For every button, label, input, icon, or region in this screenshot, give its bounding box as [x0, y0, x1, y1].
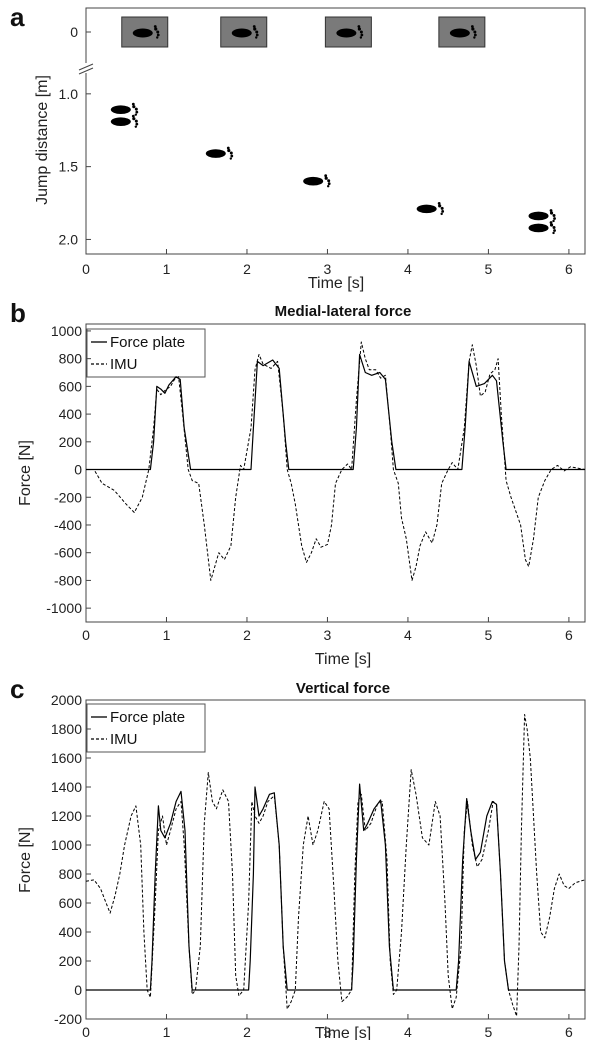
legend-box	[86, 328, 206, 378]
chart-b-xtick-label: 2	[243, 627, 251, 643]
chart-a-ytick-label: 1.5	[59, 159, 79, 175]
chart-b-xtick-label: 4	[404, 627, 412, 643]
chart-c-series-imu	[85, 714, 586, 1017]
chart-c-xlabel: Time [s]	[315, 1025, 371, 1040]
chart-b-series-imu	[86, 341, 586, 581]
chart-b-xtick-label: 3	[324, 627, 332, 643]
chart-a-ylabel: Jump distance [m]	[34, 75, 51, 205]
legend-label-force-plate: Force plate	[110, 709, 185, 726]
chart-b-legend: Force plate IMU	[86, 328, 206, 378]
chart-a-ytick-label: 1.0	[59, 86, 79, 102]
chart-c-frame	[85, 699, 586, 1020]
chart-b-ytick-label: 1000	[51, 323, 82, 339]
chart-b-title: Medial-lateral force	[275, 303, 412, 320]
chart-c-ytick-label: 1800	[51, 721, 82, 737]
chart-c-ytick-label: 1600	[51, 750, 82, 766]
chart-c-ytick-label: 1200	[51, 808, 82, 824]
chart-c-ytick-label: 600	[59, 895, 83, 911]
panel-label-a: a	[10, 2, 25, 32]
legend-label-force-plate: Force plate	[110, 334, 185, 351]
chart-b-xtick-label: 1	[163, 627, 171, 643]
legend-box	[86, 703, 206, 753]
chart-a-ytick-label: 0	[70, 24, 78, 40]
chart-b-xlabel: Time [s]	[315, 651, 371, 668]
double-footprint-icon	[111, 103, 138, 128]
chart-b-ytick-label: 800	[59, 351, 83, 367]
chart-a-xtick-label: 4	[404, 261, 412, 277]
chart-c-xtick-label: 4	[404, 1024, 412, 1040]
chart-c-ytick-label: -200	[54, 1011, 82, 1027]
chart-c-series-force-plate	[86, 783, 585, 991]
chart-b-ytick-label: 0	[74, 462, 82, 478]
double-footprint-icon	[529, 209, 556, 234]
chart-b-ytick-label: -800	[54, 572, 82, 588]
panel-label-b: b	[10, 298, 26, 328]
footprint-pair-icon	[220, 16, 268, 48]
chart-a-break-mark	[78, 63, 94, 71]
chart-b-ytick-label: -600	[54, 545, 82, 561]
chart-c-ytick-label: 800	[59, 866, 83, 882]
footprint-pair-icon	[205, 146, 234, 160]
chart-c-ytick-label: 200	[59, 953, 83, 969]
chart-b-ylabel: Force [N]	[17, 440, 34, 506]
chart-b-ytick-label: 200	[59, 434, 83, 450]
chart-a-ytick-label: 2.0	[59, 231, 79, 247]
chart-c-xtick-label: 1	[163, 1024, 171, 1040]
chart-a-xtick-label: 1	[163, 261, 171, 277]
chart-b-ytick-label: -200	[54, 489, 82, 505]
chart-a-xtick-label: 3	[324, 261, 332, 277]
chart-c-ytick-label: 1400	[51, 779, 82, 795]
chart-b-ytick-label: -1000	[46, 600, 82, 616]
chart-c-ytick-label: 0	[74, 982, 82, 998]
chart-c-xtick-label: 6	[565, 1024, 573, 1040]
chart-c-ytick-label: 400	[59, 924, 83, 940]
chart-a-xtick-label: 2	[243, 261, 251, 277]
chart-b-ytick-label: -400	[54, 517, 82, 533]
chart-c-ylabel: Force [N]	[17, 827, 34, 893]
chart-c-legend: Force plate IMU	[86, 703, 206, 753]
chart-b-xtick-label: 0	[82, 627, 90, 643]
chart-b-ytick-label: 400	[59, 406, 83, 422]
chart-c-ytick-label: 2000	[51, 692, 82, 708]
panel-label-c: c	[10, 674, 24, 704]
chart-a-xtick-label: 6	[565, 261, 573, 277]
footprint-pair-icon	[324, 16, 372, 48]
chart-a-xtick-label: 0	[82, 261, 90, 277]
footprint-pair-icon	[303, 174, 331, 188]
plot-layer: 0 1 2 3 4 5 601.01.52.00 1 2 3 4 5 6-1000-800-600-40…	[46, 7, 586, 1040]
chart-b-series-force-plate	[86, 353, 585, 471]
footprint-pair-icon	[121, 16, 169, 48]
legend-label-imu: IMU	[110, 356, 138, 373]
chart-c-ytick-label: 1000	[51, 837, 82, 853]
footprint-pair-icon	[438, 16, 486, 48]
chart-c-xtick-label: 2	[243, 1024, 251, 1040]
chart-c-xtick-label: 5	[485, 1024, 493, 1040]
chart-c-xtick-label: 3	[324, 1024, 332, 1040]
chart-a-break-gap	[80, 63, 94, 73]
chart-a-break-mark	[78, 67, 94, 75]
chart-b-ytick-label: 600	[59, 378, 83, 394]
chart-c-xtick-label: 0	[82, 1024, 90, 1040]
legend-label-imu: IMU	[110, 731, 138, 748]
chart-a-xlabel: Time [s]	[308, 275, 364, 292]
chart-a-xtick-label: 5	[485, 261, 493, 277]
footprint-pair-icon	[416, 201, 445, 216]
chart-b-xtick-label: 6	[565, 627, 573, 643]
chart-c-title: Vertical force	[296, 680, 390, 697]
chart-b-frame	[85, 323, 586, 623]
chart-b-xtick-label: 5	[485, 627, 493, 643]
chart-a-frame	[85, 7, 586, 255]
